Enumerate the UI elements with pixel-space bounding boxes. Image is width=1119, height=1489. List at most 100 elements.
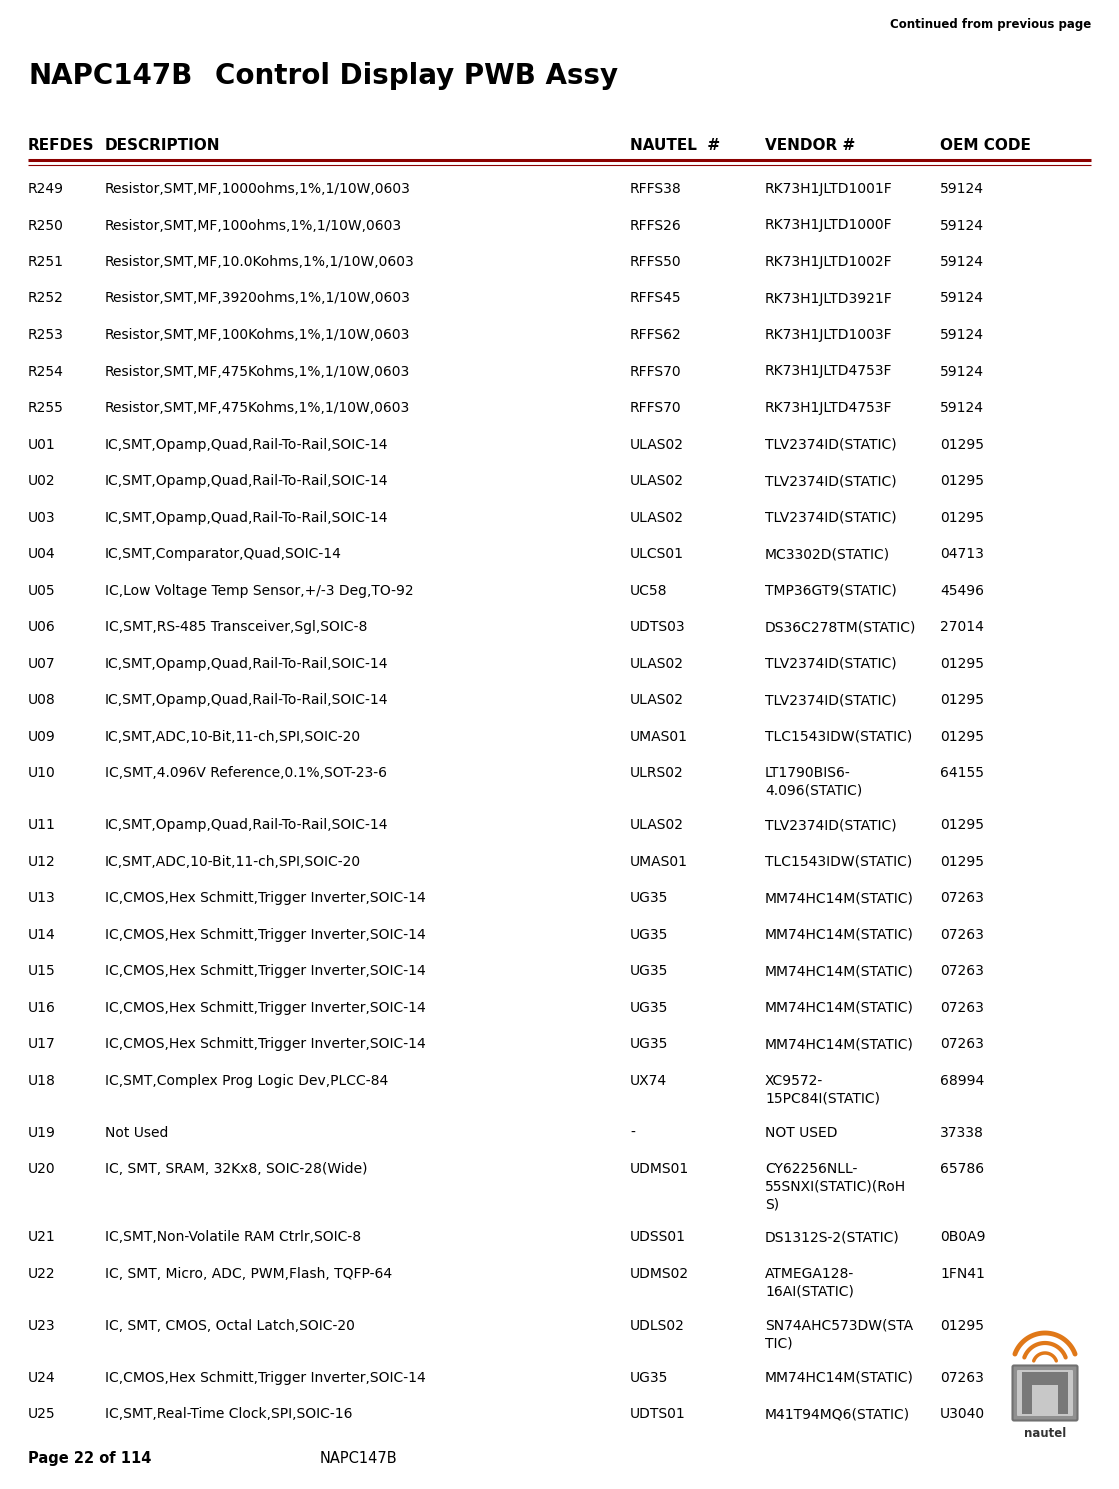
Text: UMAS01: UMAS01 bbox=[630, 730, 688, 743]
Text: TLV2374ID(STATIC): TLV2374ID(STATIC) bbox=[765, 474, 896, 488]
Text: 0B0A9: 0B0A9 bbox=[940, 1230, 986, 1243]
Text: 07263: 07263 bbox=[940, 1036, 984, 1051]
Text: ULAS02: ULAS02 bbox=[630, 511, 684, 524]
Text: ULAS02: ULAS02 bbox=[630, 657, 684, 670]
Text: 59124: 59124 bbox=[940, 292, 984, 305]
Text: TLV2374ID(STATIC): TLV2374ID(STATIC) bbox=[765, 657, 896, 670]
Text: TLC1543IDW(STATIC): TLC1543IDW(STATIC) bbox=[765, 855, 912, 868]
Text: 07263: 07263 bbox=[940, 1370, 984, 1385]
Text: R252: R252 bbox=[28, 292, 64, 305]
Text: Resistor,SMT,MF,3920ohms,1%,1/10W,0603: Resistor,SMT,MF,3920ohms,1%,1/10W,0603 bbox=[105, 292, 411, 305]
Text: TLV2374ID(STATIC): TLV2374ID(STATIC) bbox=[765, 817, 896, 832]
Text: U13: U13 bbox=[28, 890, 56, 905]
Text: U05: U05 bbox=[28, 584, 56, 597]
Text: IC,SMT,Opamp,Quad,Rail-To-Rail,SOIC-14: IC,SMT,Opamp,Quad,Rail-To-Rail,SOIC-14 bbox=[105, 474, 388, 488]
Text: 07263: 07263 bbox=[940, 890, 984, 905]
Text: UG35: UG35 bbox=[630, 1370, 668, 1385]
Text: CY62256NLL-
55SNXI(STATIC)(RoH
S): CY62256NLL- 55SNXI(STATIC)(RoH S) bbox=[765, 1161, 906, 1212]
Text: UG35: UG35 bbox=[630, 1001, 668, 1014]
Bar bbox=[1057, 1371, 1068, 1415]
Text: U14: U14 bbox=[28, 928, 56, 941]
FancyBboxPatch shape bbox=[1017, 1370, 1073, 1416]
Text: IC,CMOS,Hex Schmitt,Trigger Inverter,SOIC-14: IC,CMOS,Hex Schmitt,Trigger Inverter,SOI… bbox=[105, 963, 425, 978]
Text: IC,SMT,Opamp,Quad,Rail-To-Rail,SOIC-14: IC,SMT,Opamp,Quad,Rail-To-Rail,SOIC-14 bbox=[105, 511, 388, 524]
Text: 01295: 01295 bbox=[940, 474, 984, 488]
Text: IC,CMOS,Hex Schmitt,Trigger Inverter,SOIC-14: IC,CMOS,Hex Schmitt,Trigger Inverter,SOI… bbox=[105, 1370, 425, 1385]
Text: REFDES: REFDES bbox=[28, 138, 94, 153]
Text: UDMS02: UDMS02 bbox=[630, 1267, 689, 1281]
Text: U10: U10 bbox=[28, 765, 56, 780]
Text: TMP36GT9(STATIC): TMP36GT9(STATIC) bbox=[765, 584, 896, 597]
Text: OEM CODE: OEM CODE bbox=[940, 138, 1031, 153]
Text: 07263: 07263 bbox=[940, 963, 984, 978]
Text: -: - bbox=[630, 1126, 634, 1139]
Bar bbox=[1032, 1371, 1057, 1385]
Text: UX74: UX74 bbox=[630, 1074, 667, 1087]
Text: 01295: 01295 bbox=[940, 657, 984, 670]
Text: 01295: 01295 bbox=[940, 511, 984, 524]
Text: IC,CMOS,Hex Schmitt,Trigger Inverter,SOIC-14: IC,CMOS,Hex Schmitt,Trigger Inverter,SOI… bbox=[105, 1001, 425, 1014]
Text: 01295: 01295 bbox=[940, 730, 984, 743]
Text: TLV2374ID(STATIC): TLV2374ID(STATIC) bbox=[765, 692, 896, 707]
Text: ULRS02: ULRS02 bbox=[630, 765, 684, 780]
Text: NAPC147B: NAPC147B bbox=[320, 1450, 397, 1467]
Text: Resistor,SMT,MF,475Kohms,1%,1/10W,0603: Resistor,SMT,MF,475Kohms,1%,1/10W,0603 bbox=[105, 401, 411, 415]
Text: R250: R250 bbox=[28, 219, 64, 232]
Text: MM74HC14M(STATIC): MM74HC14M(STATIC) bbox=[765, 1001, 914, 1014]
Text: IC,SMT,Opamp,Quad,Rail-To-Rail,SOIC-14: IC,SMT,Opamp,Quad,Rail-To-Rail,SOIC-14 bbox=[105, 657, 388, 670]
Text: RFFS50: RFFS50 bbox=[630, 255, 681, 270]
Text: Control Display PWB Assy: Control Display PWB Assy bbox=[215, 63, 618, 89]
Text: U03: U03 bbox=[28, 511, 56, 524]
Text: RK73H1JLTD1000F: RK73H1JLTD1000F bbox=[765, 219, 893, 232]
Text: IC,SMT,4.096V Reference,0.1%,SOT-23-6: IC,SMT,4.096V Reference,0.1%,SOT-23-6 bbox=[105, 765, 387, 780]
Text: ULAS02: ULAS02 bbox=[630, 817, 684, 832]
Text: RFFS45: RFFS45 bbox=[630, 292, 681, 305]
Text: UG35: UG35 bbox=[630, 963, 668, 978]
Text: IC,CMOS,Hex Schmitt,Trigger Inverter,SOIC-14: IC,CMOS,Hex Schmitt,Trigger Inverter,SOI… bbox=[105, 890, 425, 905]
Text: IC, SMT, SRAM, 32Kx8, SOIC-28(Wide): IC, SMT, SRAM, 32Kx8, SOIC-28(Wide) bbox=[105, 1161, 367, 1176]
Text: RK73H1JLTD4753F: RK73H1JLTD4753F bbox=[765, 365, 893, 378]
Text: IC,SMT,Opamp,Quad,Rail-To-Rail,SOIC-14: IC,SMT,Opamp,Quad,Rail-To-Rail,SOIC-14 bbox=[105, 817, 388, 832]
Text: 59124: 59124 bbox=[940, 328, 984, 342]
Text: NAUTEL  #: NAUTEL # bbox=[630, 138, 721, 153]
Text: U06: U06 bbox=[28, 619, 56, 634]
Text: MM74HC14M(STATIC): MM74HC14M(STATIC) bbox=[765, 1036, 914, 1051]
Text: UDTS01: UDTS01 bbox=[630, 1407, 686, 1421]
Text: 1FN41: 1FN41 bbox=[940, 1267, 985, 1281]
Text: U11: U11 bbox=[28, 817, 56, 832]
Text: UC58: UC58 bbox=[630, 584, 668, 597]
Text: IC,SMT,ADC,10-Bit,11-ch,SPI,SOIC-20: IC,SMT,ADC,10-Bit,11-ch,SPI,SOIC-20 bbox=[105, 730, 361, 743]
Text: RK73H1JLTD1001F: RK73H1JLTD1001F bbox=[765, 182, 893, 197]
Text: UG35: UG35 bbox=[630, 928, 668, 941]
Text: UMAS01: UMAS01 bbox=[630, 855, 688, 868]
Text: LT1790BIS6-
4.096(STATIC): LT1790BIS6- 4.096(STATIC) bbox=[765, 765, 863, 798]
Text: U17: U17 bbox=[28, 1036, 56, 1051]
Text: 01295: 01295 bbox=[940, 692, 984, 707]
Text: U01: U01 bbox=[28, 438, 56, 451]
Text: R249: R249 bbox=[28, 182, 64, 197]
Text: 45496: 45496 bbox=[940, 584, 984, 597]
Text: U16: U16 bbox=[28, 1001, 56, 1014]
Text: MC3302D(STATIC): MC3302D(STATIC) bbox=[765, 546, 890, 561]
Text: IC,SMT,Opamp,Quad,Rail-To-Rail,SOIC-14: IC,SMT,Opamp,Quad,Rail-To-Rail,SOIC-14 bbox=[105, 438, 388, 451]
Text: TLV2374ID(STATIC): TLV2374ID(STATIC) bbox=[765, 511, 896, 524]
Text: RFFS70: RFFS70 bbox=[630, 365, 681, 378]
Text: IC, SMT, CMOS, Octal Latch,SOIC-20: IC, SMT, CMOS, Octal Latch,SOIC-20 bbox=[105, 1318, 355, 1333]
Text: U24: U24 bbox=[28, 1370, 56, 1385]
Text: Resistor,SMT,MF,1000ohms,1%,1/10W,0603: Resistor,SMT,MF,1000ohms,1%,1/10W,0603 bbox=[105, 182, 411, 197]
Text: IC,SMT,Opamp,Quad,Rail-To-Rail,SOIC-14: IC,SMT,Opamp,Quad,Rail-To-Rail,SOIC-14 bbox=[105, 692, 388, 707]
Text: 59124: 59124 bbox=[940, 365, 984, 378]
Text: RFFS70: RFFS70 bbox=[630, 401, 681, 415]
Text: U25: U25 bbox=[28, 1407, 56, 1421]
Text: U08: U08 bbox=[28, 692, 56, 707]
Text: 27014: 27014 bbox=[940, 619, 984, 634]
Text: 68994: 68994 bbox=[940, 1074, 985, 1087]
Text: UDSS01: UDSS01 bbox=[630, 1230, 686, 1243]
Text: Resistor,SMT,MF,10.0Kohms,1%,1/10W,0603: Resistor,SMT,MF,10.0Kohms,1%,1/10W,0603 bbox=[105, 255, 415, 270]
Text: U02: U02 bbox=[28, 474, 56, 488]
Text: DS1312S-2(STATIC): DS1312S-2(STATIC) bbox=[765, 1230, 900, 1243]
Text: TLC1543IDW(STATIC): TLC1543IDW(STATIC) bbox=[765, 730, 912, 743]
Text: UDTS03: UDTS03 bbox=[630, 619, 686, 634]
Text: U19: U19 bbox=[28, 1126, 56, 1139]
Text: RFFS26: RFFS26 bbox=[630, 219, 681, 232]
